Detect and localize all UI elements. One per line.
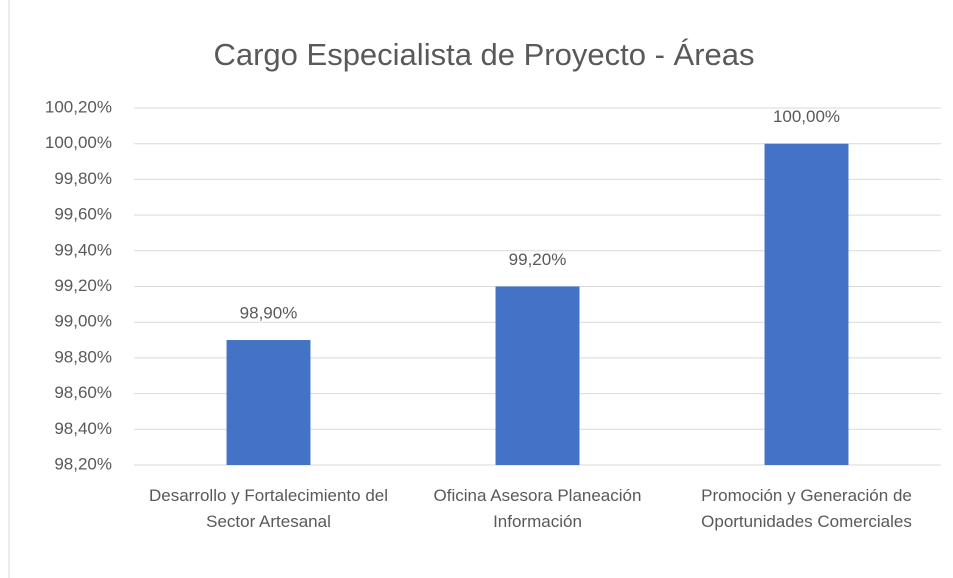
value-label: 99,20%	[509, 250, 567, 269]
x-tick-label: Oficina Asesora Planeación Información	[433, 486, 642, 531]
y-tick-label: 100,20%	[45, 97, 112, 116]
y-tick-label: 99,00%	[54, 312, 112, 331]
bar	[226, 340, 311, 465]
bar	[495, 286, 580, 465]
bar	[764, 143, 849, 465]
chart-title: Cargo Especialista de Proyecto - Áreas	[213, 37, 754, 72]
y-tick-label: 99,20%	[54, 276, 112, 295]
x-tick-label: Promoción y Generación de Oportunidades …	[701, 486, 912, 531]
y-tick-label: 98,80%	[54, 347, 112, 366]
y-tick-label: 98,60%	[54, 383, 112, 402]
y-tick-label: 98,40%	[54, 419, 112, 438]
y-tick-label: 98,20%	[54, 454, 112, 473]
y-tick-label: 99,40%	[54, 240, 112, 259]
y-tick-label: 100,00%	[45, 133, 112, 152]
y-tick-label: 99,80%	[54, 169, 112, 188]
value-label: 98,90%	[240, 304, 298, 323]
y-tick-label: 99,60%	[54, 205, 112, 224]
x-tick-label: Desarrollo y Fortalecimiento del Sector …	[148, 486, 389, 531]
value-label: 100,00%	[773, 107, 840, 126]
